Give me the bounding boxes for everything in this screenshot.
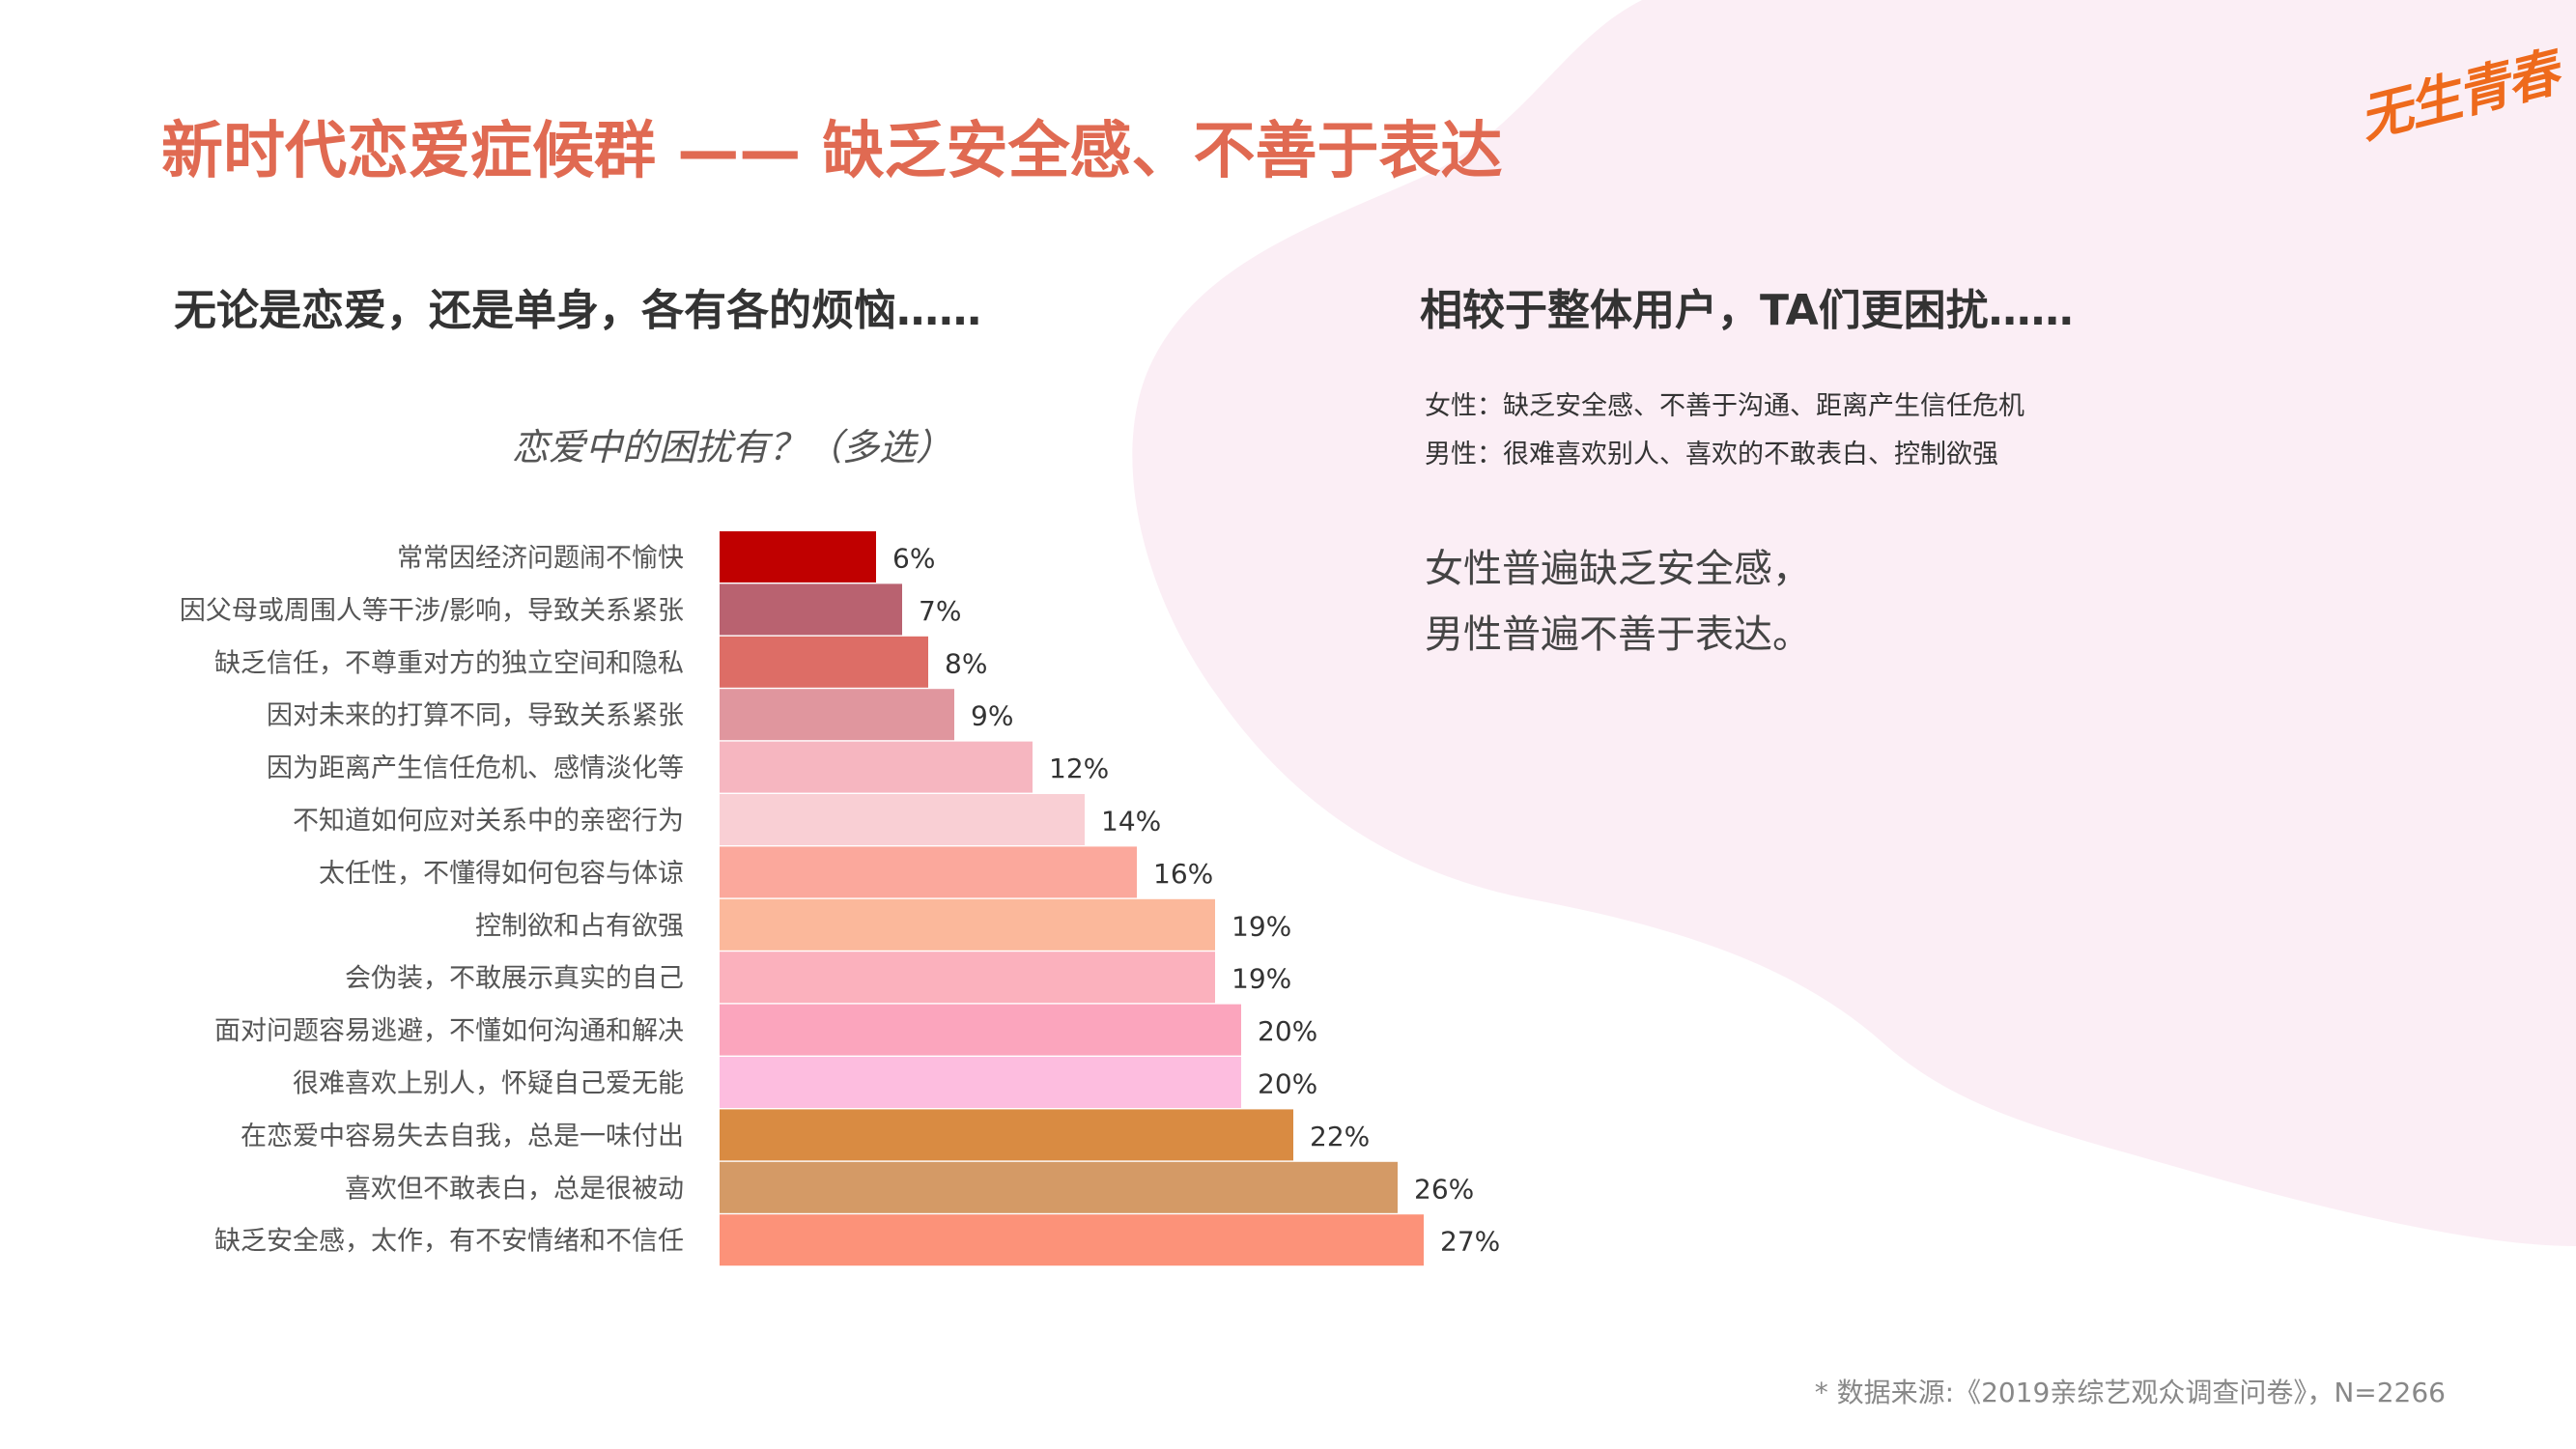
bar	[720, 583, 902, 636]
right-subtitle: 相较于整体用户，TA们更困扰……	[1420, 286, 2074, 335]
bar	[720, 846, 1137, 898]
female-detail: 女性：缺乏安全感、不善于沟通、距离产生信任危机	[1425, 391, 2024, 421]
category-label: 很难喜欢上别人，怀疑自己爱无能	[293, 1069, 684, 1099]
bar	[720, 1109, 1293, 1161]
category-label: 会伪装，不敢展示真实的自己	[345, 964, 684, 994]
data-label: 19%	[1231, 910, 1291, 942]
category-label: 太任性，不懂得如何包容与体谅	[319, 859, 684, 889]
category-label: 因父母或周围人等干涉/影响，导致关系紧张	[180, 596, 684, 626]
data-label: 7%	[919, 595, 961, 627]
data-label: 16%	[1153, 858, 1213, 890]
bar	[720, 531, 876, 582]
category-label: 控制欲和占有欲强	[475, 911, 684, 941]
bar	[720, 689, 954, 741]
data-label: 22%	[1310, 1121, 1370, 1152]
data-label: 9%	[971, 700, 1013, 732]
category-label: 缺乏安全感，太作，有不安情绪和不信任	[214, 1227, 684, 1257]
pink-blob-shape	[1132, 0, 2576, 1246]
bar	[720, 1214, 1424, 1266]
chart-title: 恋爱中的困扰有？（多选）	[512, 426, 953, 469]
data-label: 26%	[1414, 1173, 1474, 1205]
category-label: 不知道如何应对关系中的亲密行为	[293, 807, 684, 837]
category-label: 常常因经济问题闹不愉快	[397, 544, 684, 574]
conclusion-line-2: 男性普遍不善于表达。	[1425, 612, 1811, 657]
data-label: 20%	[1258, 1015, 1317, 1047]
bar	[720, 952, 1215, 1004]
page-title: 新时代恋爱症候群 —— 缺乏安全感、不善于表达	[161, 116, 1503, 187]
category-label: 因对未来的打算不同，导致关系紧张	[267, 701, 684, 731]
bar	[720, 898, 1215, 951]
category-label: 喜欢但不敢表白，总是很被动	[345, 1174, 684, 1204]
category-label: 在恋爱中容易失去自我，总是一味付出	[241, 1122, 684, 1151]
data-label: 12%	[1049, 753, 1109, 784]
bar	[720, 1057, 1241, 1108]
data-label: 20%	[1258, 1068, 1317, 1100]
male-detail: 男性：很难喜欢别人、喜欢的不敢表白、控制欲强	[1425, 440, 1998, 469]
source-note: * 数据来源:《2019亲综艺观众调查问卷》，N=2266	[1814, 1377, 2446, 1408]
bar	[720, 1004, 1241, 1056]
bar	[720, 741, 1033, 793]
data-label: 19%	[1231, 963, 1291, 995]
bar	[720, 794, 1085, 845]
conclusion-line-1: 女性普遍缺乏安全感，	[1425, 547, 1811, 591]
category-label: 因为距离产生信任危机、感情淡化等	[267, 753, 684, 783]
bar	[720, 636, 928, 688]
data-label: 14%	[1101, 806, 1161, 838]
data-label: 27%	[1440, 1226, 1500, 1258]
left-subtitle: 无论是恋爱，还是单身，各有各的烦恼……	[174, 286, 981, 335]
category-label: 面对问题容易逃避，不懂如何沟通和解决	[214, 1016, 684, 1046]
bar	[720, 1161, 1398, 1213]
category-label: 缺乏信任，不尊重对方的独立空间和隐私	[214, 648, 684, 678]
data-label: 8%	[945, 647, 987, 679]
data-label: 6%	[892, 543, 935, 575]
